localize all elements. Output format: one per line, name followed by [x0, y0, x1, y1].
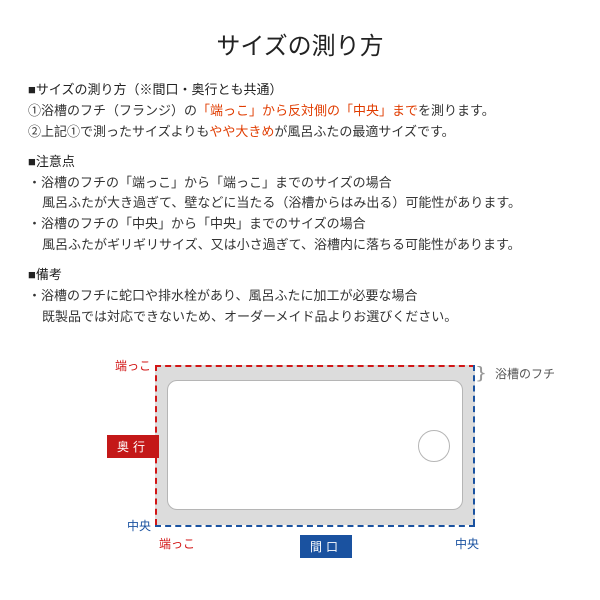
note-l1: ・浴槽のフチに蛇口や排水栓があり、風呂ふたに加工が必要な場合	[28, 286, 572, 307]
caution-l2: 風呂ふたが大き過ぎて、壁などに当たる（浴槽からはみ出る）可能性があります。	[28, 193, 572, 214]
caution-l3: ・浴槽のフチの「中央」から「中央」までのサイズの場合	[28, 214, 572, 235]
tag-okuyuki: 奥行	[107, 435, 159, 458]
measure-line2: ②上記①で測ったサイズよりもやや大きめが風呂ふたの最適サイズです。	[28, 122, 572, 143]
section-note-head: ■備考	[28, 264, 572, 283]
label-hashi-bottom: 端っこ	[159, 535, 195, 552]
brace-icon: }	[477, 363, 485, 383]
note-l2: 既製品では対応できないため、オーダーメイド品よりお選びください。	[28, 307, 572, 328]
tag-maguchi: 間口	[300, 535, 352, 558]
caution-l1: ・浴槽のフチの「端っこ」から「端っこ」までのサイズの場合	[28, 173, 572, 194]
section-caution-head: ■注意点	[28, 151, 572, 170]
drain-circle-icon	[418, 430, 450, 462]
label-chuo-side: 中央	[127, 517, 151, 534]
bathtub-diagram: 端っこ 端っこ 中央 中央 } 浴槽のフチ 奥行 間口	[105, 345, 535, 580]
label-chuo-bottom: 中央	[455, 535, 479, 552]
page-title: サイズの測り方	[28, 26, 572, 61]
caution-l4: 風呂ふたがギリギリサイズ、又は小さ過ぎて、浴槽内に落ちる可能性があります。	[28, 235, 572, 256]
label-fuchi: 浴槽のフチ	[495, 365, 555, 382]
section-measure-head: ■サイズの測り方（※間口・奥行とも共通）	[28, 79, 572, 98]
label-hashi-top: 端っこ	[115, 357, 151, 374]
measure-line1: ①浴槽のフチ（フランジ）の「端っこ」から反対側の「中央」までを測ります。	[28, 101, 572, 122]
